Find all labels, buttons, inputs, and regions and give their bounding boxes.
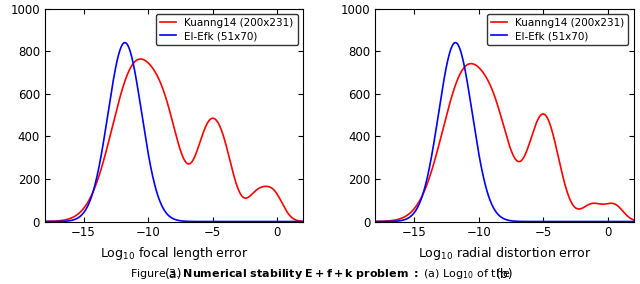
Text: (b): (b) [495, 268, 513, 281]
X-axis label: Log$_{10}$ radial distortion error: Log$_{10}$ radial distortion error [417, 245, 591, 262]
Legend: Kuanng14 (200x231), El-Efk (51x70): Kuanng14 (200x231), El-Efk (51x70) [487, 14, 628, 45]
Text: (a): (a) [165, 268, 182, 281]
Text: Figure 3. $\mathbf{Numerical\ stability\ E+f+k\ problem\ :}$ (a) Log$_{10}$ of t: Figure 3. $\mathbf{Numerical\ stability\… [130, 267, 510, 281]
Legend: Kuanng14 (200x231), El-Efk (51x70): Kuanng14 (200x231), El-Efk (51x70) [156, 14, 298, 45]
X-axis label: Log$_{10}$ focal length error: Log$_{10}$ focal length error [100, 245, 248, 262]
